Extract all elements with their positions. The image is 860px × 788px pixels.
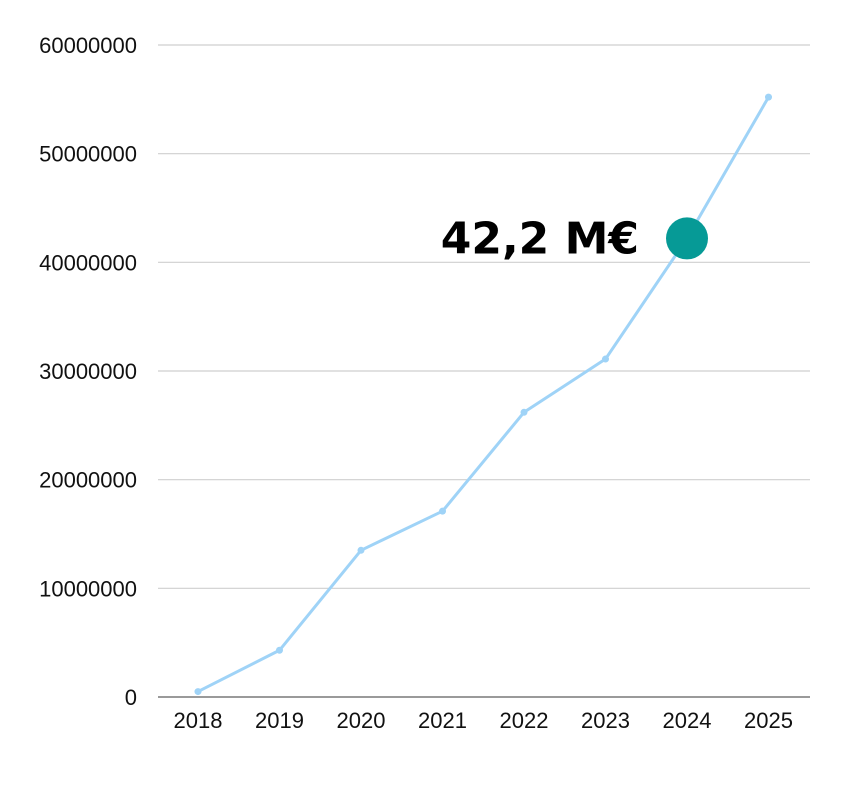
y-tick-label: 0: [125, 685, 137, 710]
x-tick-label: 2020: [337, 708, 386, 733]
y-tick-label: 50000000: [39, 142, 137, 167]
y-tick-label: 10000000: [39, 576, 137, 601]
y-tick-label: 20000000: [39, 468, 137, 493]
x-tick-label: 2018: [174, 708, 223, 733]
x-tick-label: 2022: [500, 708, 549, 733]
series-line: [196, 95, 770, 694]
data-point: [765, 93, 772, 101]
gridlines: [158, 44, 810, 698]
y-tick-label: 40000000: [39, 250, 137, 275]
data-point: [520, 408, 528, 416]
x-tick-label: 2019: [255, 708, 304, 733]
data-point: [357, 546, 365, 554]
highlight-marker: [666, 217, 708, 260]
data-point: [439, 507, 446, 515]
x-tick-label: 2025: [744, 708, 793, 733]
x-tick-label: 2024: [663, 708, 712, 733]
y-tick-label: 30000000: [39, 359, 137, 384]
x-tick-label: 2021: [418, 708, 467, 733]
data-point: [276, 646, 283, 654]
x-tick-label: 2023: [581, 708, 630, 733]
y-tick-label: 60000000: [39, 33, 137, 58]
y-axis-tick-labels: 0 10000000 20000000 30000000 40000000 5000000…: [39, 33, 137, 710]
data-point: [194, 688, 202, 696]
highlight-value-label: 42,2 M€: [441, 213, 639, 264]
data-point: [602, 355, 609, 363]
series-layer: [194, 93, 772, 696]
highlight-layer: 42,2 M€: [441, 213, 708, 264]
x-axis-tick-labels: 2018 2019 2020 2021 2022 2023 2024 2025: [174, 708, 793, 733]
